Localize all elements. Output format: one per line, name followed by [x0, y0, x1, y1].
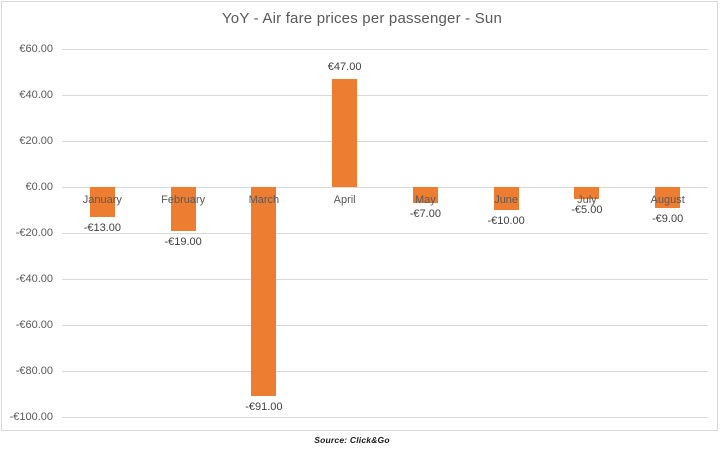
y-axis-tick-label: €60.00	[19, 43, 53, 55]
x-axis-label-april: April	[333, 194, 356, 206]
bar-june	[493, 187, 519, 210]
gridline--40	[62, 279, 708, 280]
data-label-january: -€13.00	[83, 221, 122, 234]
y-axis-tick-label: -€20.00	[15, 227, 53, 239]
chart-border	[1, 1, 718, 431]
x-axis-label-february: February	[161, 194, 206, 206]
bar-february	[170, 187, 196, 231]
y-axis-tick-label: €20.00	[19, 135, 53, 147]
x-axis-label-june: June	[494, 194, 519, 206]
gridline--60	[62, 325, 708, 326]
gridline-60	[62, 49, 708, 50]
gridline-40	[62, 95, 708, 96]
source-note: Source: Click&Go	[314, 435, 390, 445]
bar-march	[251, 187, 277, 397]
y-axis-tick-label: -€40.00	[15, 273, 53, 285]
y-axis-tick-label: -€60.00	[15, 319, 53, 331]
chart-title: YoY - Air fare prices per passenger - Su…	[221, 10, 503, 27]
data-label-august: -€9.00	[652, 212, 684, 225]
x-axis-label-march: March	[248, 194, 280, 206]
gridline--80	[62, 371, 708, 372]
x-axis-label-january: January	[82, 194, 122, 206]
data-label-march: -€91.00	[245, 401, 283, 414]
bar-july	[574, 187, 600, 199]
gridline-0	[62, 187, 708, 188]
x-axis-label-may: May	[414, 194, 436, 206]
gridline--100	[62, 417, 708, 418]
x-axis-label-july: July	[577, 194, 597, 206]
bar-april	[332, 78, 358, 187]
bar-january	[89, 187, 115, 217]
y-axis-tick-label: -€80.00	[15, 365, 53, 377]
data-label-july: -€5.00	[571, 203, 603, 216]
y-axis-tick-label: €40.00	[19, 89, 53, 101]
gridline-20	[62, 141, 708, 142]
data-label-february: -€19.00	[164, 235, 202, 248]
data-label-april: €47.00	[327, 60, 362, 73]
y-axis-tick-label: -€100.00	[9, 411, 53, 423]
bar-may	[412, 187, 438, 204]
data-label-june: -€10.00	[487, 215, 525, 227]
gridline--20	[62, 233, 708, 234]
data-label-may: -€7.00	[409, 208, 441, 221]
y-axis-tick-label: €0.00	[25, 181, 53, 193]
x-axis-label-august: August	[650, 194, 685, 206]
bar-august	[655, 187, 681, 208]
